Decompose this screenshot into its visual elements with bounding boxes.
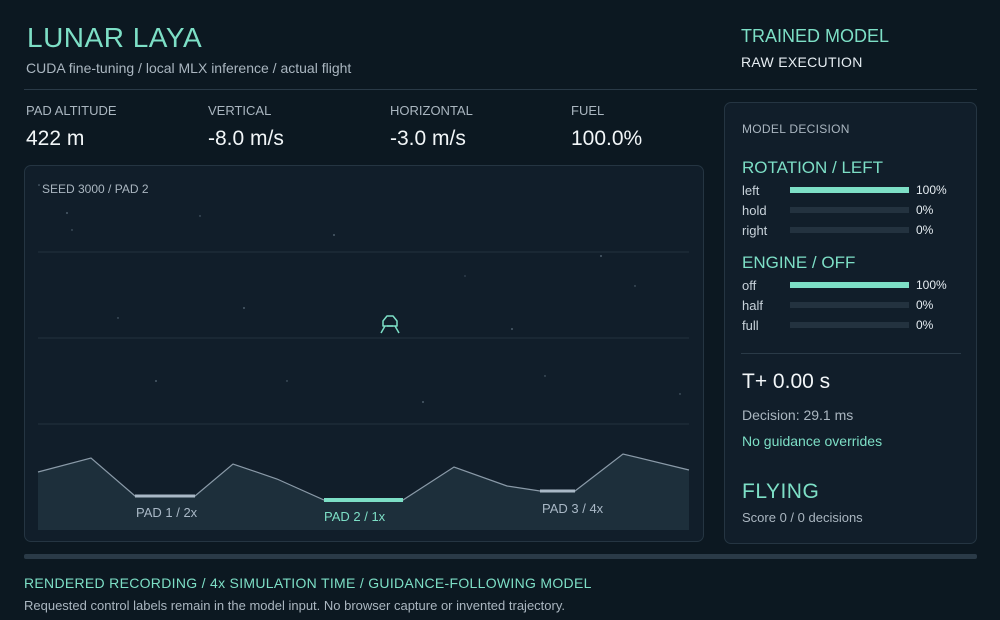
guidance-overrides: No guidance overrides — [742, 433, 883, 449]
panel-heading: MODEL DECISION — [742, 122, 850, 136]
engine-off-label: off — [742, 278, 757, 293]
stat-fuel-value: 100.0% — [571, 127, 643, 150]
rotation-hold-bar — [790, 207, 909, 213]
stat-horizontal-value: -3.0 m/s — [390, 127, 466, 150]
mission-clock: T+ 0.00 s — [742, 370, 831, 393]
flight-status: FLYING — [742, 480, 820, 503]
engine-half-bar — [790, 302, 909, 308]
engine-full-value: 0% — [916, 318, 934, 332]
model-mode: RAW EXECUTION — [741, 54, 863, 70]
engine-full-bar — [790, 322, 909, 328]
stat-horizontal-label: HORIZONTAL — [390, 103, 473, 118]
terrain-surface — [38, 454, 689, 530]
pad-2-label: PAD 2 / 1x — [324, 509, 386, 524]
app-subtitle: CUDA fine-tuning / local MLX inference /… — [26, 60, 352, 76]
engine-off-bar — [790, 282, 909, 288]
rotation-title: ROTATION / LEFT — [742, 158, 884, 177]
rotation-left-label: left — [742, 183, 760, 198]
stat-vertical-label: VERTICAL — [208, 103, 272, 118]
pad-1-label: PAD 1 / 2x — [136, 505, 198, 520]
rotation-right-bar — [790, 227, 909, 233]
rotation-left-bar — [790, 187, 909, 193]
engine-full-label: full — [742, 318, 759, 333]
footer-note: Requested control labels remain in the m… — [24, 598, 565, 613]
engine-half-label: half — [742, 298, 763, 313]
pad-3-label: PAD 3 / 4x — [542, 501, 604, 516]
star-field — [38, 184, 681, 403]
app-title: LUNAR LAYA — [27, 22, 203, 53]
lander-icon — [380, 315, 400, 334]
stat-altitude-label: PAD ALTITUDE — [26, 103, 117, 118]
stat-vertical-value: -8.0 m/s — [208, 127, 284, 150]
engine-half-value: 0% — [916, 298, 934, 312]
panel-divider — [741, 353, 961, 354]
footer-title: RENDERED RECORDING / 4x SIMULATION TIME … — [24, 575, 592, 591]
decision-latency: Decision: 29.1 ms — [742, 407, 854, 423]
rotation-hold-value: 0% — [916, 203, 934, 217]
simulation-viewport: SEED 3000 / PAD 2 PAD 1 / 2x PAD 2 / 1x … — [24, 165, 704, 542]
stat-fuel-label: FUEL — [571, 103, 605, 118]
header-divider — [24, 89, 977, 90]
seed-label: SEED 3000 / PAD 2 — [42, 182, 149, 196]
terrain-scene — [37, 184, 690, 530]
playback-progress — [24, 554, 977, 559]
engine-off-value: 100% — [916, 278, 947, 292]
score-summary: Score 0 / 0 decisions — [742, 510, 863, 525]
rotation-right-value: 0% — [916, 223, 934, 237]
rotation-left-value: 100% — [916, 183, 947, 197]
rotation-hold-label: hold — [742, 203, 767, 218]
engine-title: ENGINE / OFF — [742, 253, 856, 272]
model-decision-panel: MODEL DECISION ROTATION / LEFT left 100%… — [724, 102, 977, 544]
rotation-right-label: right — [742, 223, 768, 238]
model-title: TRAINED MODEL — [741, 26, 890, 46]
stat-altitude-value: 422 m — [26, 127, 85, 150]
